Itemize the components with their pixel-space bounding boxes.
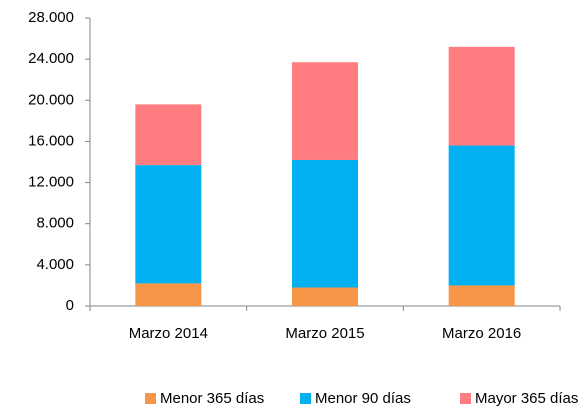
y-tick-label: 4.000 <box>36 256 74 273</box>
x-tick-label: Marzo 2015 <box>285 325 364 342</box>
bar-segment <box>292 159 358 288</box>
legend-label: Mayor 365 días <box>475 390 578 407</box>
legend-label: Menor 365 días <box>160 390 264 407</box>
y-tick-label: 20.000 <box>28 91 74 108</box>
y-tick-label: 12.000 <box>28 174 74 191</box>
y-tick-label: 24.000 <box>28 50 74 67</box>
legend-label: Menor 90 días <box>315 390 411 407</box>
x-tick-label: Marzo 2016 <box>442 325 521 342</box>
bar-segment <box>292 287 358 306</box>
bar-segment <box>448 46 515 146</box>
bar-segment <box>448 285 515 306</box>
bar-segment <box>135 104 202 166</box>
y-tick-label: 0 <box>66 297 74 314</box>
bar-segment <box>448 145 515 286</box>
legend-swatch <box>145 393 156 404</box>
y-tick-label: 8.000 <box>36 215 74 232</box>
x-tick-label: Marzo 2014 <box>129 325 208 342</box>
bar-segment <box>292 62 358 160</box>
y-tick-label: 16.000 <box>28 132 74 149</box>
y-tick-label: 28.000 <box>28 9 74 26</box>
legend-swatch <box>300 393 311 404</box>
legend-swatch <box>460 393 471 404</box>
bar-segment <box>135 165 202 284</box>
bar-segment <box>135 283 202 306</box>
